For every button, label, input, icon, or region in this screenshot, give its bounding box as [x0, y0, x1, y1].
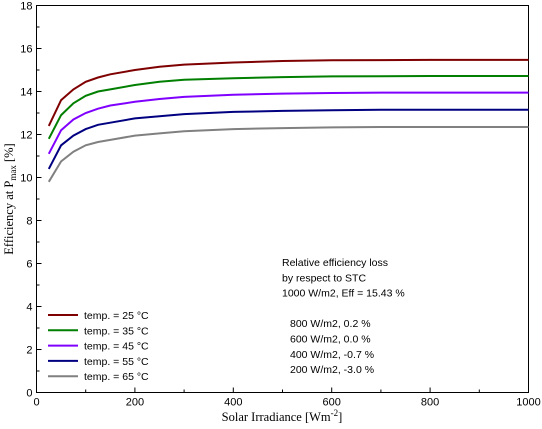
series-line-2	[47, 75, 529, 140]
series-line-4	[47, 108, 529, 170]
series-line-3	[47, 91, 529, 155]
y-tick-label: 8	[26, 216, 32, 228]
series-line-1	[47, 58, 529, 127]
note-line: Relative efficiency loss	[282, 257, 388, 269]
efficiency-loss-note: Relative efficiency loss by respect to ST…	[282, 257, 405, 376]
series-line-5	[47, 126, 529, 183]
y-tick-label: 6	[26, 259, 32, 271]
legend-label: temp. = 35 °C	[84, 325, 149, 337]
legend-label: temp. = 25 °C	[84, 310, 149, 322]
x-axis-label-sup: -2	[331, 408, 339, 418]
legend-label: temp. = 45 °C	[84, 341, 149, 353]
y-tick-label: 2	[26, 345, 32, 357]
x-tick-label: 200	[126, 397, 144, 409]
x-tick-label: 600	[323, 397, 341, 409]
note-line: 400 W/m2, -0.7 %	[290, 349, 374, 361]
legend: temp. = 25 °C temp. = 35 °C temp. = 45 °C t…	[48, 310, 149, 383]
x-tick-label: 0	[33, 397, 39, 409]
y-tick-label: 0	[26, 388, 32, 400]
y-tick-label: 14	[20, 87, 32, 99]
x-axis-label: Solar Irradiance [Wm-2]	[222, 408, 343, 424]
axis-ticks: 0 200 400 600 800 1000 0 2 4 6 8 10 12 14 16 18	[20, 1, 540, 409]
series-lines	[47, 58, 529, 183]
x-tick-label: 800	[421, 397, 439, 409]
y-tick-label: 18	[20, 1, 32, 13]
legend-label: temp. = 65 °C	[84, 371, 149, 383]
note-line: 600 W/m2, 0.0 %	[290, 334, 371, 346]
note-line: by respect to STC	[282, 272, 366, 284]
y-tick-label: 12	[20, 130, 32, 142]
note-line: 200 W/m2, -3.0 %	[290, 364, 374, 376]
x-tick-label: 1000	[516, 397, 540, 409]
x-tick-label: 400	[224, 397, 242, 409]
note-line: 800 W/m2, 0.2 %	[290, 318, 371, 330]
y-tick-label: 16	[20, 44, 32, 56]
legend-label: temp. = 55 °C	[84, 356, 149, 368]
y-axis-label: Efficiency at Pmax [%]	[2, 143, 18, 254]
y-axis-label-sub: max	[8, 165, 18, 181]
y-tick-label: 10	[20, 173, 32, 185]
y-tick-label: 4	[26, 302, 32, 314]
note-line: 1000 W/m2, Eff = 15.43 %	[282, 288, 405, 300]
